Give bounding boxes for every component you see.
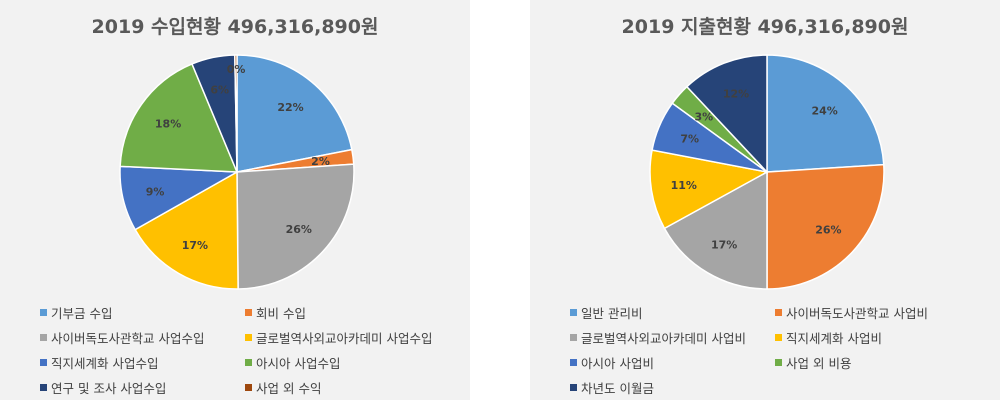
- expense-legend-swatch-5: [775, 359, 782, 366]
- expense-legend-swatch-2: [570, 334, 577, 341]
- income-legend-label-2: 사이버독도사관학교 사업수입: [51, 331, 205, 346]
- income-legend-item-6: 연구 및 조사 사업수입: [40, 378, 245, 397]
- expense-legend-label-2: 글로벌역사외교아카데미 사업비: [581, 331, 746, 346]
- expense-legend-item-2: 글로벌역사외교아카데미 사업비: [570, 328, 775, 347]
- income-pie-slice-5: [119, 63, 239, 173]
- income-legend-swatch-3: [245, 334, 252, 341]
- expense-pie-slice-6: [685, 54, 768, 174]
- expense-pie-data-label-3: 11%: [671, 179, 697, 192]
- income-legend-label-5: 아시아 사업수입: [256, 356, 341, 371]
- expense-pie-slice-0: [766, 54, 885, 173]
- expense-legend-label-0: 일반 관리비: [581, 306, 643, 321]
- expense-pie-slice-3: [649, 149, 770, 230]
- expense-chart-panel: 2019 지출현황 496,316,890원 24% 26% 17% 11% 7% 3% 1…: [530, 0, 1000, 400]
- expense-pie-slice-2: [663, 170, 768, 290]
- income-pie-slice-3: [134, 170, 239, 290]
- expense-pie-data-label-2: 17%: [711, 239, 737, 252]
- income-legend-label-3: 글로벌역사외교아카데미 사업수입: [256, 331, 433, 346]
- income-pie-data-label-7: 0%: [227, 63, 246, 76]
- expense-legend-label-3: 직지세계화 사업비: [786, 331, 882, 346]
- income-legend-item-2: 사이버독도사관학교 사업수입: [40, 328, 245, 347]
- income-legend-item-1: 회비 수입: [245, 303, 450, 322]
- income-pie-slice-2: [236, 163, 355, 290]
- expense-pie-data-label-4: 7%: [680, 133, 699, 146]
- income-legend-swatch-6: [40, 384, 47, 391]
- income-legend-swatch-0: [40, 309, 47, 316]
- income-legend-swatch-1: [245, 309, 252, 316]
- expense-legend-swatch-3: [775, 334, 782, 341]
- expense-pie-data-label-6: 12%: [723, 88, 749, 101]
- income-legend-item-3: 글로벌역사외교아카데미 사업수입: [245, 328, 450, 347]
- expense-legend-item-1: 사이버독도사관학교 사업비: [775, 303, 980, 322]
- income-legend-swatch-5: [245, 359, 252, 366]
- income-pie-data-label-5: 18%: [155, 118, 181, 131]
- income-chart-title: 2019 수입현황 496,316,890원: [91, 16, 379, 38]
- expense-legend-label-5: 사업 외 비용: [786, 356, 852, 371]
- expense-legend-item-3: 직지세계화 사업비: [775, 328, 980, 347]
- income-pie-data-label-6: 6%: [210, 84, 229, 97]
- income-pie-data-label-1: 2%: [311, 155, 330, 168]
- expense-chart-title: 2019 지출현황 496,316,890원: [621, 16, 909, 38]
- income-pie-slice-7: [234, 54, 238, 173]
- expense-pie-chart: 24% 26% 17% 11% 7% 3% 12%: [649, 54, 885, 290]
- expense-legend-swatch-6: [570, 384, 577, 391]
- expense-legend-label-1: 사이버독도사관학교 사업비: [786, 306, 928, 321]
- income-legend-label-0: 기부금 수입: [51, 306, 113, 321]
- expense-legend-label-6: 차년도 이월금: [581, 381, 654, 396]
- income-legend-item-0: 기부금 수입: [40, 303, 245, 322]
- expense-legend-swatch-0: [570, 309, 577, 316]
- income-legend-label-6: 연구 및 조사 사업수입: [51, 381, 167, 396]
- expense-pie-data-label-1: 26%: [815, 224, 841, 237]
- income-legend-item-7: 사업 외 수익: [245, 378, 450, 397]
- income-legend-label-7: 사업 외 수익: [256, 381, 322, 396]
- income-pie-data-label-0: 22%: [277, 101, 303, 114]
- income-pie-data-label-3: 17%: [182, 239, 208, 252]
- expense-legend-swatch-1: [775, 309, 782, 316]
- income-legend-swatch-7: [245, 384, 252, 391]
- expense-pie-data-label-0: 24%: [811, 105, 837, 118]
- expense-legend-item-6: 차년도 이월금: [570, 378, 775, 397]
- income-pie-chart: 22% 2% 26% 17% 9% 18% 6% 0%: [119, 54, 355, 290]
- income-pie-slice-0: [236, 54, 353, 173]
- expense-legend-label-4: 아시아 사업비: [581, 356, 654, 371]
- income-chart-panel: 2019 수입현황 496,316,890원 22% 2% 26% 17% 9% 18% 6…: [0, 0, 470, 400]
- income-legend-label-1: 회비 수입: [256, 306, 306, 321]
- expense-legend-item-0: 일반 관리비: [570, 303, 775, 322]
- income-legend-swatch-4: [40, 359, 47, 366]
- expense-legend-item-5: 사업 외 비용: [775, 353, 980, 372]
- income-pie-data-label-4: 9%: [146, 185, 165, 198]
- income-pie-data-label-2: 26%: [286, 223, 312, 236]
- income-legend-item-4: 직지세계화 사업수입: [40, 353, 245, 372]
- expense-legend-item-4: 아시아 사업비: [570, 353, 775, 372]
- expense-legend-swatch-4: [570, 359, 577, 366]
- expense-pie-slice-1: [766, 163, 885, 290]
- expense-pie-data-label-5: 3%: [694, 110, 713, 123]
- income-legend-swatch-2: [40, 334, 47, 341]
- income-legend-label-4: 직지세계화 사업수입: [51, 356, 159, 371]
- income-legend-item-5: 아시아 사업수입: [245, 353, 450, 372]
